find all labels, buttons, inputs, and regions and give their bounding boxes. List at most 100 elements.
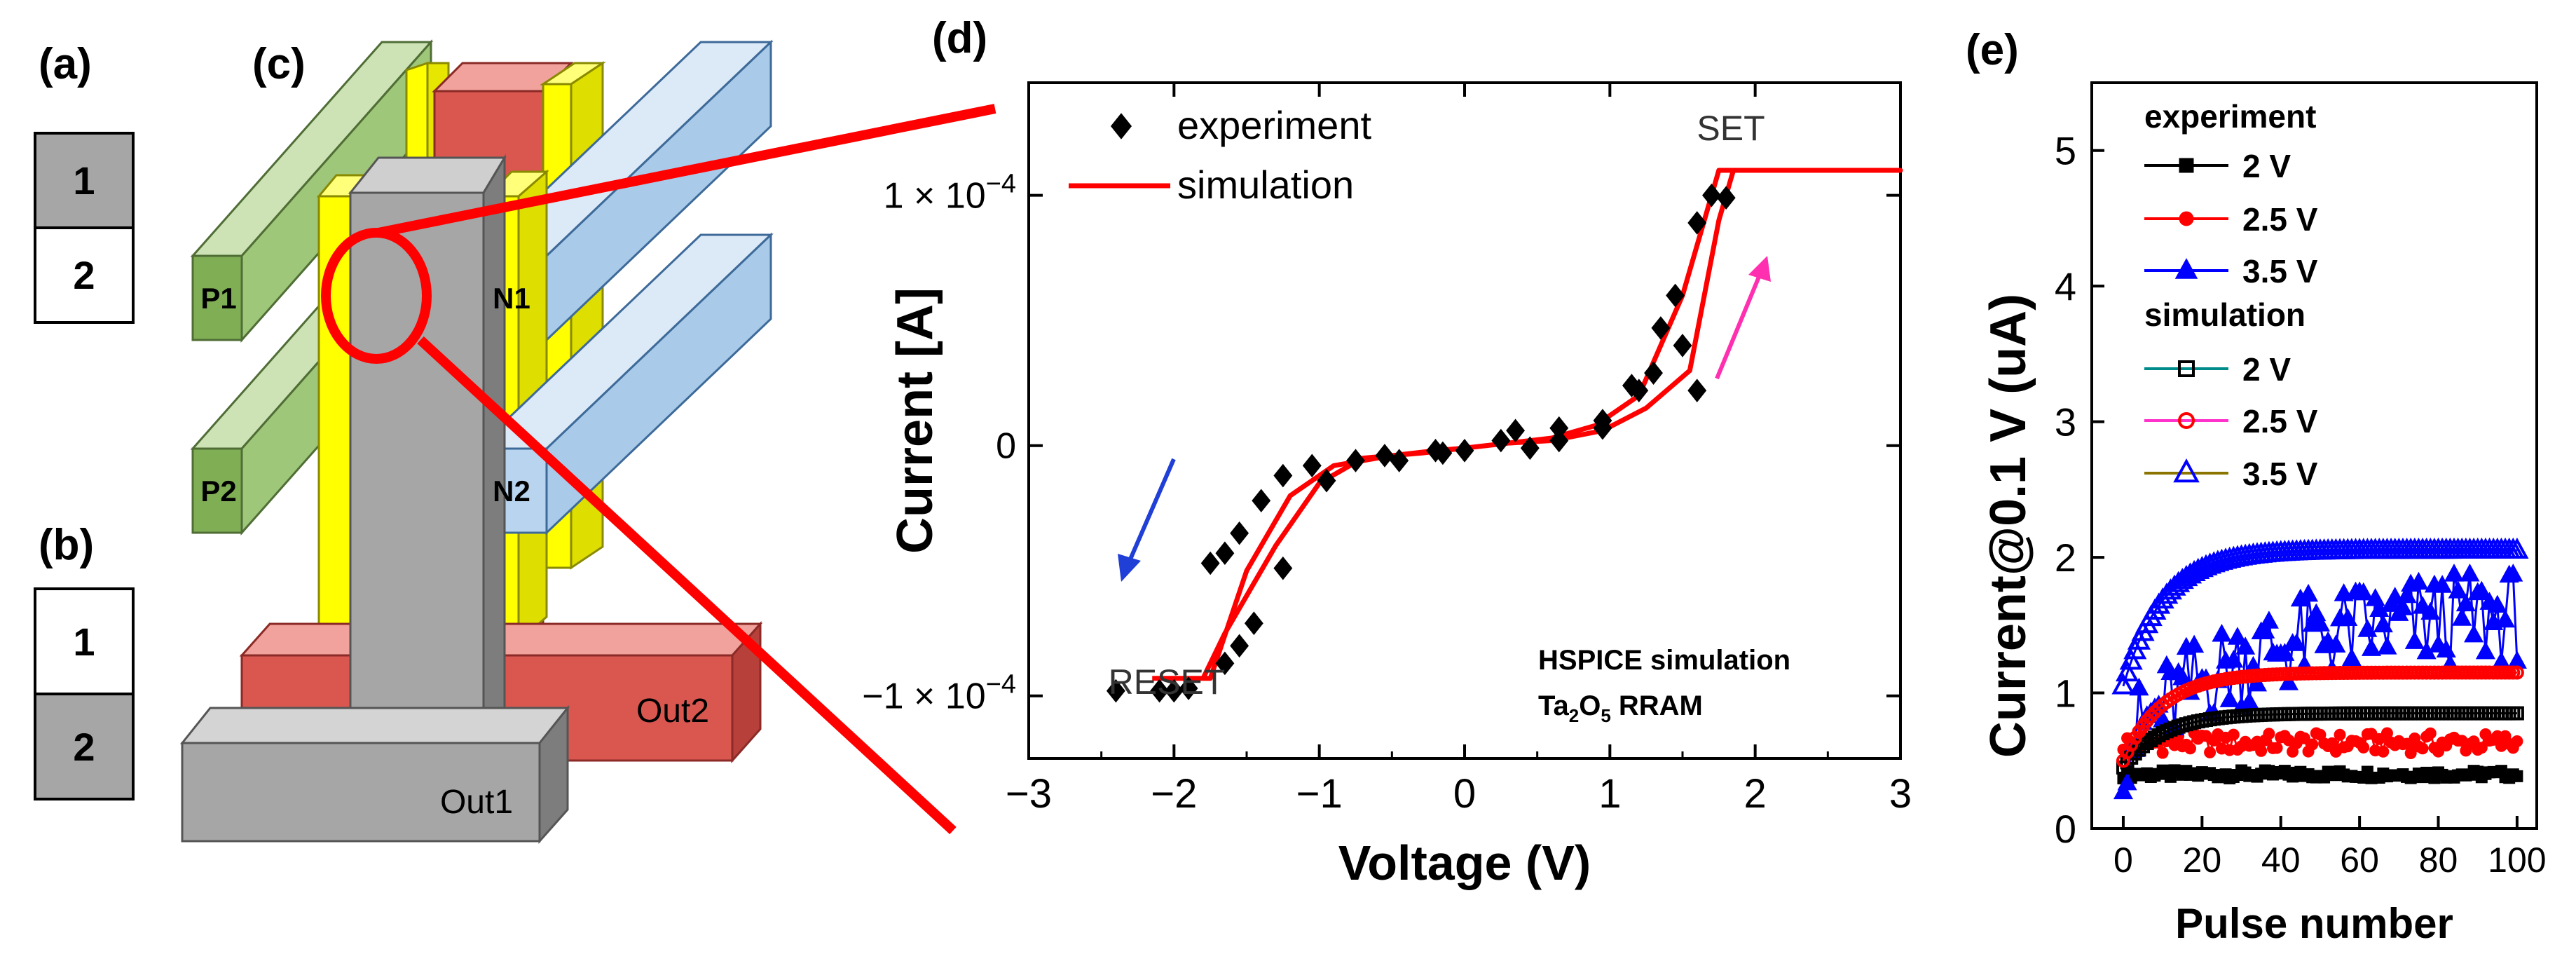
series-point-e	[2503, 564, 2523, 582]
y-tick-exp: −4	[986, 170, 1016, 199]
experiment-point-d	[1230, 634, 1249, 658]
series-point-e	[2310, 613, 2330, 632]
experiment-point-d	[1106, 679, 1125, 703]
series-point-e	[2432, 575, 2453, 593]
series-point-e	[2298, 583, 2319, 602]
series-point-e	[2224, 650, 2244, 668]
x-tick-label-d: −3	[1006, 771, 1052, 817]
experiment-point-d	[1549, 428, 1569, 453]
series-point-e	[2409, 571, 2429, 590]
y-tick-base: −1 × 10	[862, 676, 985, 717]
x-tick-label-e: 40	[2261, 840, 2301, 880]
legend-label-e: 2.5 V	[2242, 403, 2318, 439]
experiment-point-d	[1520, 436, 1540, 461]
experiment-point-d	[1593, 416, 1612, 440]
series-point-e	[2487, 594, 2507, 613]
series-point-e	[2424, 727, 2437, 740]
series-point-e	[2204, 746, 2217, 758]
annotation-note2_sub2: 5	[1601, 705, 1610, 726]
annotation-note2_mid: O	[1579, 690, 1601, 721]
series-point-e	[2505, 537, 2529, 559]
experiment-point-d	[1390, 449, 1409, 472]
x-tick-label-e: 0	[2113, 840, 2133, 880]
series-point-e	[2436, 639, 2456, 658]
legend-label-e: 3.5 V	[2242, 253, 2318, 289]
legend-label-e: 2 V	[2242, 351, 2291, 388]
experiment-point-d	[1666, 283, 1685, 308]
x-tick-label-d: 2	[1744, 771, 1767, 817]
plot-frame-e	[2090, 81, 2538, 830]
legend-marker-e	[2174, 258, 2198, 279]
experiment-point-d	[1716, 186, 1736, 210]
label-n2: N2	[493, 475, 530, 507]
cell-b1-text: 1	[73, 620, 95, 664]
series-point-e	[2255, 620, 2275, 639]
x-tick-label-e: 100	[2488, 840, 2546, 880]
y-axis-label-d: Current [A]	[887, 287, 943, 554]
zoom-line-top	[377, 104, 996, 238]
series-point-e	[2511, 735, 2523, 748]
experiment-point-d	[1164, 679, 1184, 703]
chart-e: 0 20 40 60 80 100 0 1 2 3 4 5 Pulse number Current@0.…	[1980, 81, 2547, 947]
series-point-e	[2298, 732, 2310, 744]
experiment-point-d	[1252, 489, 1271, 513]
legend-label-simulation: simulation	[1177, 163, 1354, 207]
series-point-e	[2111, 673, 2135, 695]
series-point-e	[2227, 728, 2240, 741]
legend-header-simulation: simulation	[2144, 297, 2306, 333]
y-tick-base: 0	[996, 426, 1016, 467]
annotation-reset: RESET	[1109, 662, 1226, 702]
y-tick-label-d: 0	[996, 426, 1016, 467]
series-point-e	[2455, 593, 2476, 612]
series-point-e	[2113, 781, 2134, 800]
annotation-note2_main: Ta	[1538, 690, 1569, 721]
x-tick-label-d: −2	[1151, 771, 1197, 817]
experiment-point-d	[1244, 611, 1263, 636]
experiment-point-d	[1375, 444, 1395, 468]
legend-label-experiment: experiment	[1177, 103, 1371, 147]
series-point-e	[2509, 706, 2524, 721]
series-point-e	[2255, 744, 2268, 757]
experiment-point-d	[1179, 676, 1198, 700]
gray-bar-out1	[179, 704, 570, 844]
series-point-e	[2117, 772, 2137, 791]
experiment-point-d	[1215, 651, 1235, 676]
series-point-e	[2377, 636, 2397, 655]
series-point-e	[2326, 634, 2346, 653]
series-point-e	[2259, 611, 2279, 629]
label-out2: Out2	[636, 693, 709, 730]
series-point-e	[2124, 737, 2139, 752]
series-point-e	[2156, 747, 2169, 759]
y-tick-label-e: 5	[2055, 129, 2076, 173]
series-point-e	[2464, 624, 2484, 643]
label-p2: P2	[200, 475, 236, 507]
series-point-e	[2263, 728, 2275, 740]
series-point-e	[2184, 634, 2205, 653]
series-point-e	[2475, 641, 2495, 660]
experiment-point-d	[1687, 379, 1707, 402]
experiment-point-d	[1455, 439, 1474, 463]
y-tick-label-e: 4	[2055, 264, 2076, 308]
experiment-point-d	[1317, 468, 1336, 493]
experiment-point-d	[1150, 679, 1170, 703]
x-tick-label-d: 3	[1889, 771, 1912, 817]
annotation-note2_tail: RRAM	[1611, 690, 1703, 721]
cell-a2-text: 2	[73, 253, 95, 297]
label-n1: N1	[493, 282, 530, 315]
experiment-point-d	[1346, 449, 1365, 472]
yellow-pillar-front-left	[316, 174, 374, 646]
y-tick-label-e: 2	[2055, 536, 2076, 580]
series-point-e	[2270, 742, 2283, 754]
gray-pillar	[348, 154, 507, 750]
series-point-e	[2444, 564, 2465, 582]
cell-b2-text: 2	[73, 725, 95, 769]
series-point-e	[2278, 672, 2299, 690]
x-axis-label-e: Pulse number	[2175, 900, 2453, 947]
series-point-e	[2306, 738, 2319, 751]
y-tick-base: 1 × 10	[884, 176, 986, 217]
legend-marker-e	[2178, 412, 2195, 429]
series-point-e	[2452, 608, 2472, 626]
zoom-line-bottom	[417, 336, 957, 835]
series-point-e	[2334, 728, 2346, 741]
